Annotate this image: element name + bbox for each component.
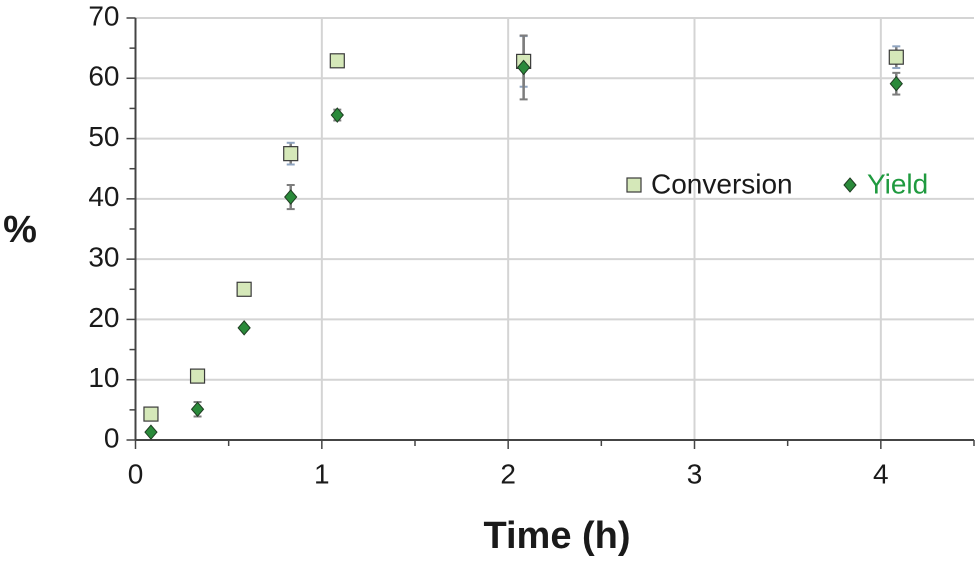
x-tick-label: 2 — [500, 458, 516, 489]
x-tick-label: 1 — [314, 458, 330, 489]
y-tick-label: 40 — [88, 181, 119, 212]
y-tick-label: 0 — [104, 422, 120, 453]
marker — [283, 146, 299, 162]
marker — [237, 320, 251, 336]
y-tick-label: 60 — [88, 61, 119, 92]
y-tick-label: 20 — [88, 302, 119, 333]
y-tick-label: 50 — [88, 121, 119, 152]
marker — [189, 368, 206, 384]
marker — [330, 107, 344, 123]
x-tick-label: 4 — [873, 458, 889, 489]
marker — [144, 424, 158, 440]
marker — [889, 75, 903, 92]
marker — [236, 281, 252, 297]
x-tick-label: 0 — [128, 458, 144, 489]
legend-marker — [626, 177, 642, 193]
y-tick-label: 70 — [88, 0, 119, 31]
legend-marker — [843, 177, 857, 193]
marker — [284, 189, 298, 205]
marker — [143, 406, 159, 422]
marker — [190, 401, 205, 418]
y-tick-label: 30 — [88, 242, 119, 273]
y-axis-title: % — [3, 209, 37, 251]
marker — [888, 49, 904, 65]
marker — [516, 59, 531, 76]
legend-label: Conversion — [651, 168, 793, 199]
x-tick-label: 3 — [687, 458, 703, 489]
marker — [329, 53, 345, 69]
legend-label: Yield — [867, 168, 928, 199]
x-axis-title: Time (h) — [483, 515, 630, 557]
y-tick-label: 10 — [88, 362, 119, 393]
